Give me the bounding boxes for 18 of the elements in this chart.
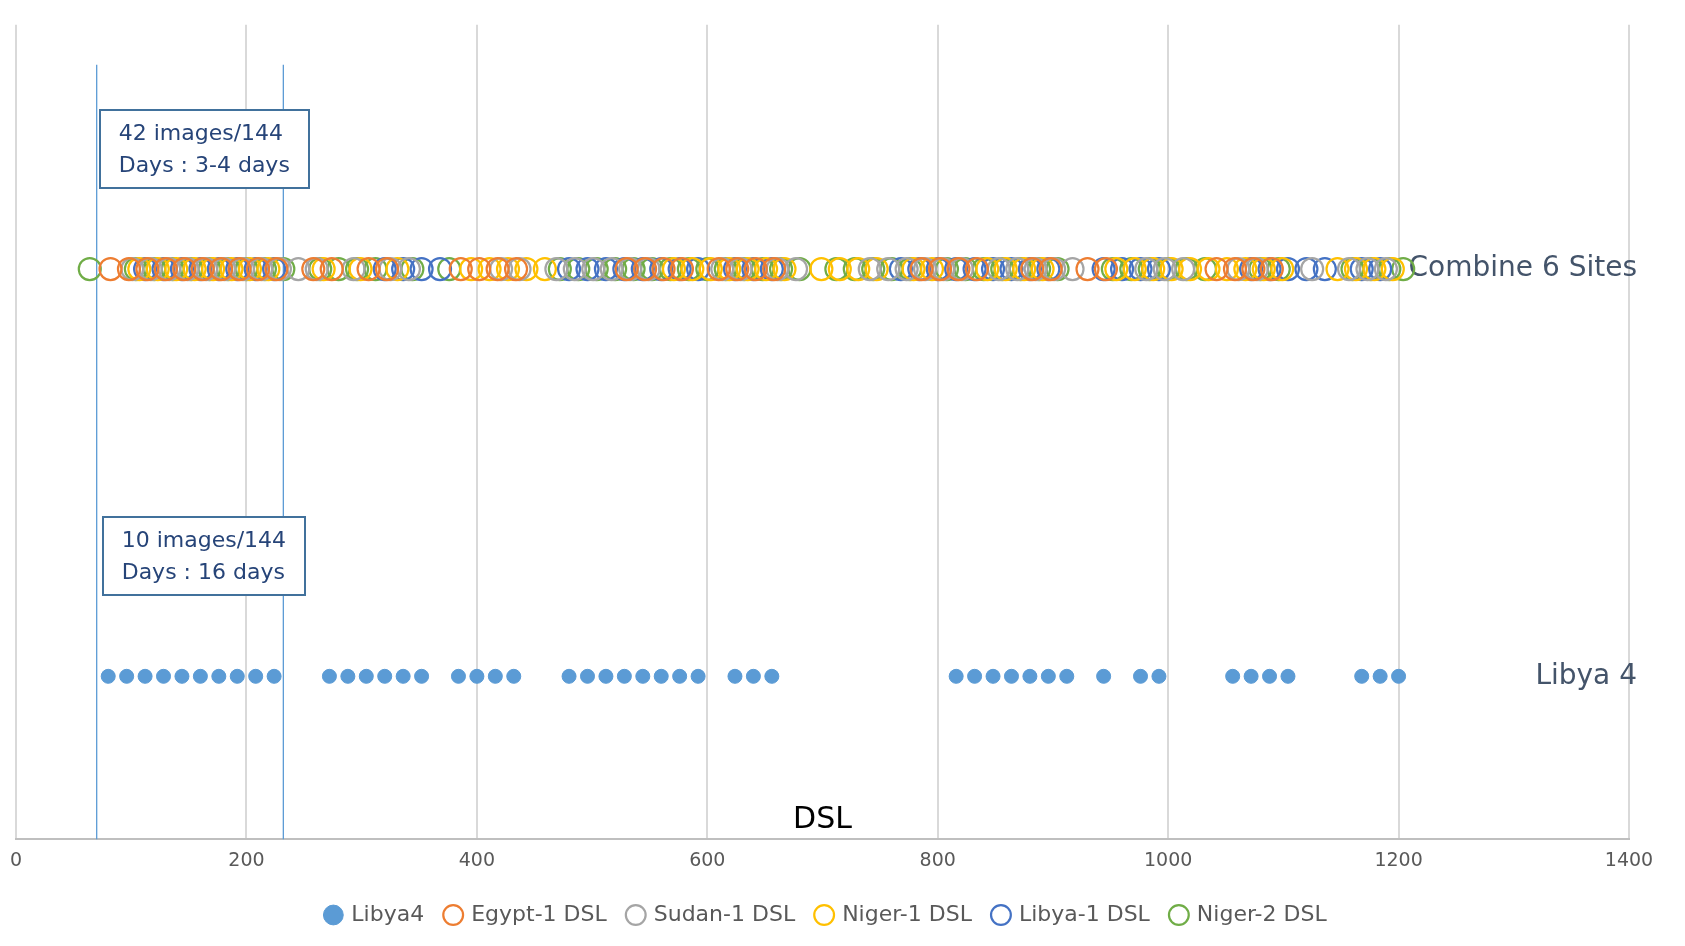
legend-label: Niger-1 DSL [842, 900, 973, 926]
annotation: 42 images/144 Days : 3-4 days [98, 109, 310, 190]
x-axis-title: DSL [793, 800, 853, 835]
x-tick-label: 800 [919, 847, 956, 870]
legend-label: Egypt-1 DSL [471, 900, 608, 926]
x-tick-label: 1200 [1374, 847, 1423, 870]
x-tick-label: 1000 [1143, 847, 1193, 870]
x-tick-label: 0 [10, 847, 23, 870]
legend-label: Libya-1 DSL [1018, 900, 1151, 926]
legend-label: Sudan-1 DSL [653, 900, 796, 926]
x-tick-label: 400 [458, 847, 496, 870]
x-tick-label: 1400 [1604, 847, 1654, 870]
annotation: 10 images/144 Days : 16 days [101, 516, 307, 597]
x-tick-label: 600 [689, 847, 726, 870]
legend-label: Niger-2 DSL [1196, 900, 1328, 926]
y-tick-label: Libya 4 [1535, 657, 1637, 691]
x-tick-label: 200 [228, 847, 265, 870]
legend-label: Libya4 [351, 900, 425, 926]
